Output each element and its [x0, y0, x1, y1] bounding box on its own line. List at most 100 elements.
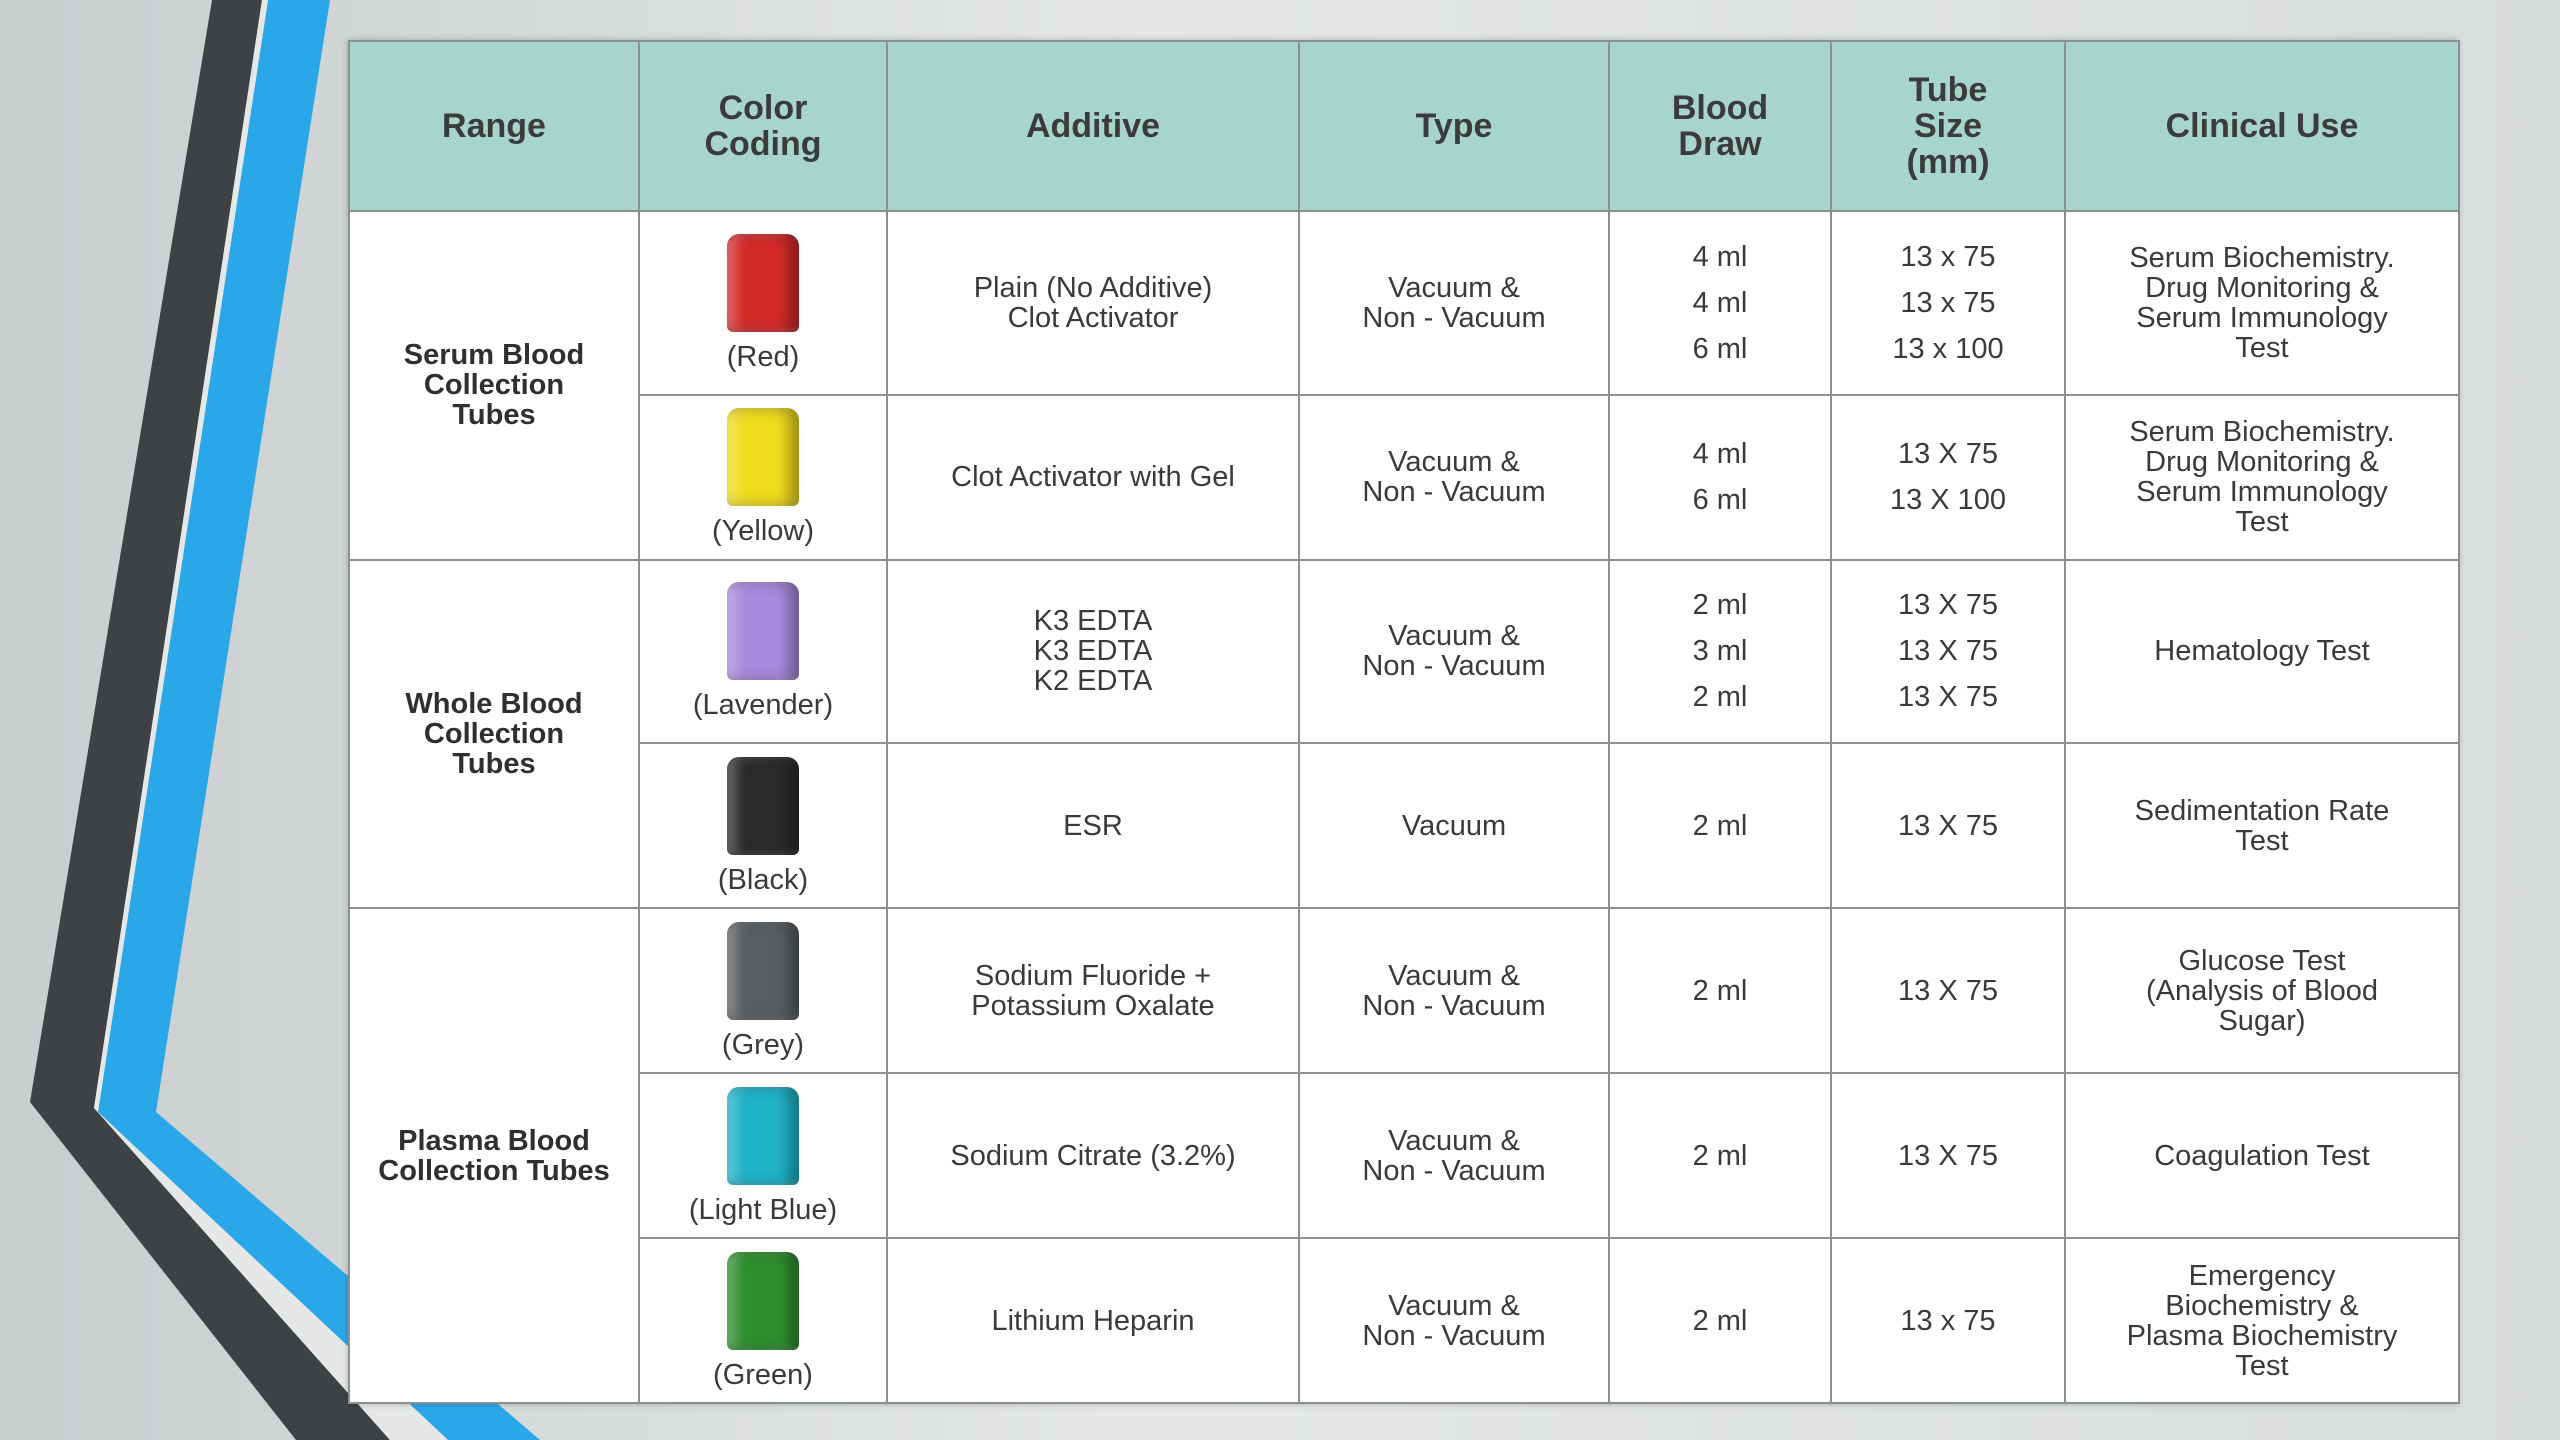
table-row: Plasma Blood Collection Tubes (Grey) Sodi… [348, 907, 2460, 1404]
clinical-use-line: Emergency [2188, 1259, 2336, 1292]
color-coding-cell: (Black) [638, 742, 888, 910]
range-serum: Serum Blood Collection Tubes [348, 210, 640, 561]
tube-size-value: 13 x 100 [1892, 332, 2004, 365]
additive-cell: Plain (No Additive) Clot Activator [886, 210, 1300, 396]
tube-size-cell: 13 X 75 13 X 75 13 X 75 [1830, 558, 2066, 745]
header-blood-draw: Blood Draw [1608, 40, 1832, 212]
blood-draw-value: 2 ml [1692, 681, 1748, 714]
type-cell: Vacuum & Non - Vacuum [1298, 1237, 1610, 1404]
table-row: (Green) Lithium Heparin Vacuum & Non - Vacu… [349, 1237, 2460, 1404]
clinical-use-cell: Emergency Biochemistry & Plasma Biochemist… [2064, 1237, 2460, 1404]
tube-size-value: 13 X 75 [1898, 809, 1998, 842]
additive-line: Clot Activator with Gel [951, 461, 1235, 494]
blood-draw-value: 2 ml [1692, 974, 1748, 1007]
blood-draw-cell: 2 ml [1608, 907, 1832, 1075]
type-line: Vacuum & [1388, 1289, 1520, 1322]
header-clinical-use: Clinical Use [2064, 40, 2460, 212]
header-color-coding-text: Color Coding [704, 89, 822, 163]
type-cell: Vacuum [1298, 742, 1610, 910]
type-line: Non - Vacuum [1362, 476, 1546, 509]
type-line: Non - Vacuum [1362, 650, 1546, 683]
additive-line: Sodium Citrate (3.2%) [950, 1139, 1236, 1172]
tube-size-value: 13 X 75 [1898, 681, 1998, 714]
type-line: Vacuum & [1388, 1124, 1520, 1157]
additive-line: K3 EDTA [1033, 605, 1153, 638]
yellow-tube-icon [727, 408, 799, 507]
color-label: (Yellow) [711, 515, 815, 548]
additive-line: ESR [1063, 809, 1123, 842]
blood-draw-value: 2 ml [1692, 1304, 1748, 1337]
type-cell: Vacuum & Non - Vacuum [1298, 907, 1610, 1075]
additive-line: Plain (No Additive) [973, 271, 1213, 304]
clinical-use-line: Sugar) [2218, 1004, 2306, 1037]
type-line: Non - Vacuum [1362, 989, 1546, 1022]
type-line: Vacuum & [1388, 620, 1520, 653]
blood-draw-value: 4 ml [1692, 240, 1748, 273]
tube-size-cell: 13 X 75 [1830, 1072, 2066, 1240]
table-row: (Yellow) Clot Activator with Gel Vacuum & N… [349, 393, 2460, 561]
clinical-use-line: Serum Biochemistry. [2129, 416, 2395, 449]
light-blue-tube-icon [727, 1086, 799, 1185]
green-tube-icon [727, 1251, 799, 1350]
type-line: Vacuum & [1388, 446, 1520, 479]
additive-cell: Clot Activator with Gel [886, 393, 1300, 561]
header-tube-size: Tube Size (mm) [1830, 40, 2066, 212]
header-type: Type [1298, 40, 1610, 212]
clinical-use-line: Glucose Test [2178, 944, 2346, 977]
additive-line: Potassium Oxalate [971, 989, 1215, 1022]
tube-size-value: 13 x 75 [1900, 286, 1996, 319]
header-additive: Additive [886, 40, 1300, 212]
table-row: (Light Blue) Sodium Citrate (3.2%) Vacuum … [349, 1072, 2460, 1240]
clinical-use-cell: Sedimentation Rate Test [2064, 742, 2460, 910]
type-line: Non - Vacuum [1362, 1319, 1546, 1352]
clinical-use-line: Serum Immunology [2136, 301, 2388, 334]
header-blood-draw-text: Blood Draw [1671, 89, 1769, 163]
color-coding-cell: (Green) [638, 1237, 888, 1404]
color-label: (Red) [726, 340, 800, 373]
color-coding-cell: (Grey) [638, 907, 888, 1075]
tube-size-value: 13 X 75 [1898, 974, 1998, 1007]
clinical-use-line: (Analysis of Blood [2145, 974, 2379, 1007]
color-coding-cell: (Light Blue) [638, 1072, 888, 1240]
tube-size-cell: 13 X 75 [1830, 907, 2066, 1075]
additive-line: Clot Activator [1007, 301, 1179, 334]
range-plasma-text: Plasma Blood Collection Tubes [378, 1124, 610, 1187]
clinical-use-line: Test [2235, 1349, 2289, 1382]
blood-draw-value: 6 ml [1692, 332, 1748, 365]
blue-stripe-decoration [98, 0, 540, 1440]
clinical-use-line: Test [2235, 506, 2289, 539]
tube-size-value: 13 X 75 [1898, 635, 1998, 668]
tube-size-value: 13 X 75 [1898, 1139, 1998, 1172]
clinical-use-line: Drug Monitoring & [2145, 271, 2379, 304]
type-line: Vacuum & [1388, 959, 1520, 992]
additive-line: Lithium Heparin [991, 1304, 1195, 1337]
blood-draw-value: 2 ml [1692, 589, 1748, 622]
additive-line: Sodium Fluoride + [974, 959, 1212, 992]
blood-draw-cell: 2 ml [1608, 742, 1832, 910]
clinical-use-cell: Serum Biochemistry. Drug Monitoring & Seru… [2064, 210, 2460, 396]
tube-size-value: 13 X 75 [1898, 589, 1998, 622]
range-whole-text: Whole Blood Collection Tubes [405, 687, 583, 780]
tube-size-cell: 13 X 75 [1830, 742, 2066, 910]
additive-line: K3 EDTA [1033, 635, 1153, 668]
grey-tube-icon [727, 921, 799, 1020]
tube-size-value: 13 x 75 [1900, 240, 1996, 273]
header-range: Range [348, 40, 640, 212]
tube-size-cell: 13 X 75 13 X 100 [1830, 393, 2066, 561]
color-label: (Light Blue) [688, 1193, 838, 1226]
type-line: Non - Vacuum [1362, 1154, 1546, 1187]
table-body: Serum Blood Collection Tubes (Red) Plain … [348, 210, 2460, 1404]
clinical-use-line: Coagulation Test [2154, 1139, 2370, 1172]
range-serum-text: Serum Blood Collection Tubes [403, 339, 585, 432]
type-line: Non - Vacuum [1362, 301, 1546, 334]
clinical-use-line: Test [2235, 824, 2289, 857]
tube-size-value: 13 X 75 [1898, 438, 1998, 471]
additive-cell: ESR [886, 742, 1300, 910]
blood-draw-cell: 4 ml 4 ml 6 ml [1608, 210, 1832, 396]
blood-draw-value: 3 ml [1692, 635, 1748, 668]
blood-draw-value: 2 ml [1692, 809, 1748, 842]
tube-size-value: 13 x 75 [1900, 1304, 1996, 1337]
header-color-coding: Color Coding [638, 40, 888, 212]
clinical-use-cell: Glucose Test (Analysis of Blood Sugar) [2064, 907, 2460, 1075]
